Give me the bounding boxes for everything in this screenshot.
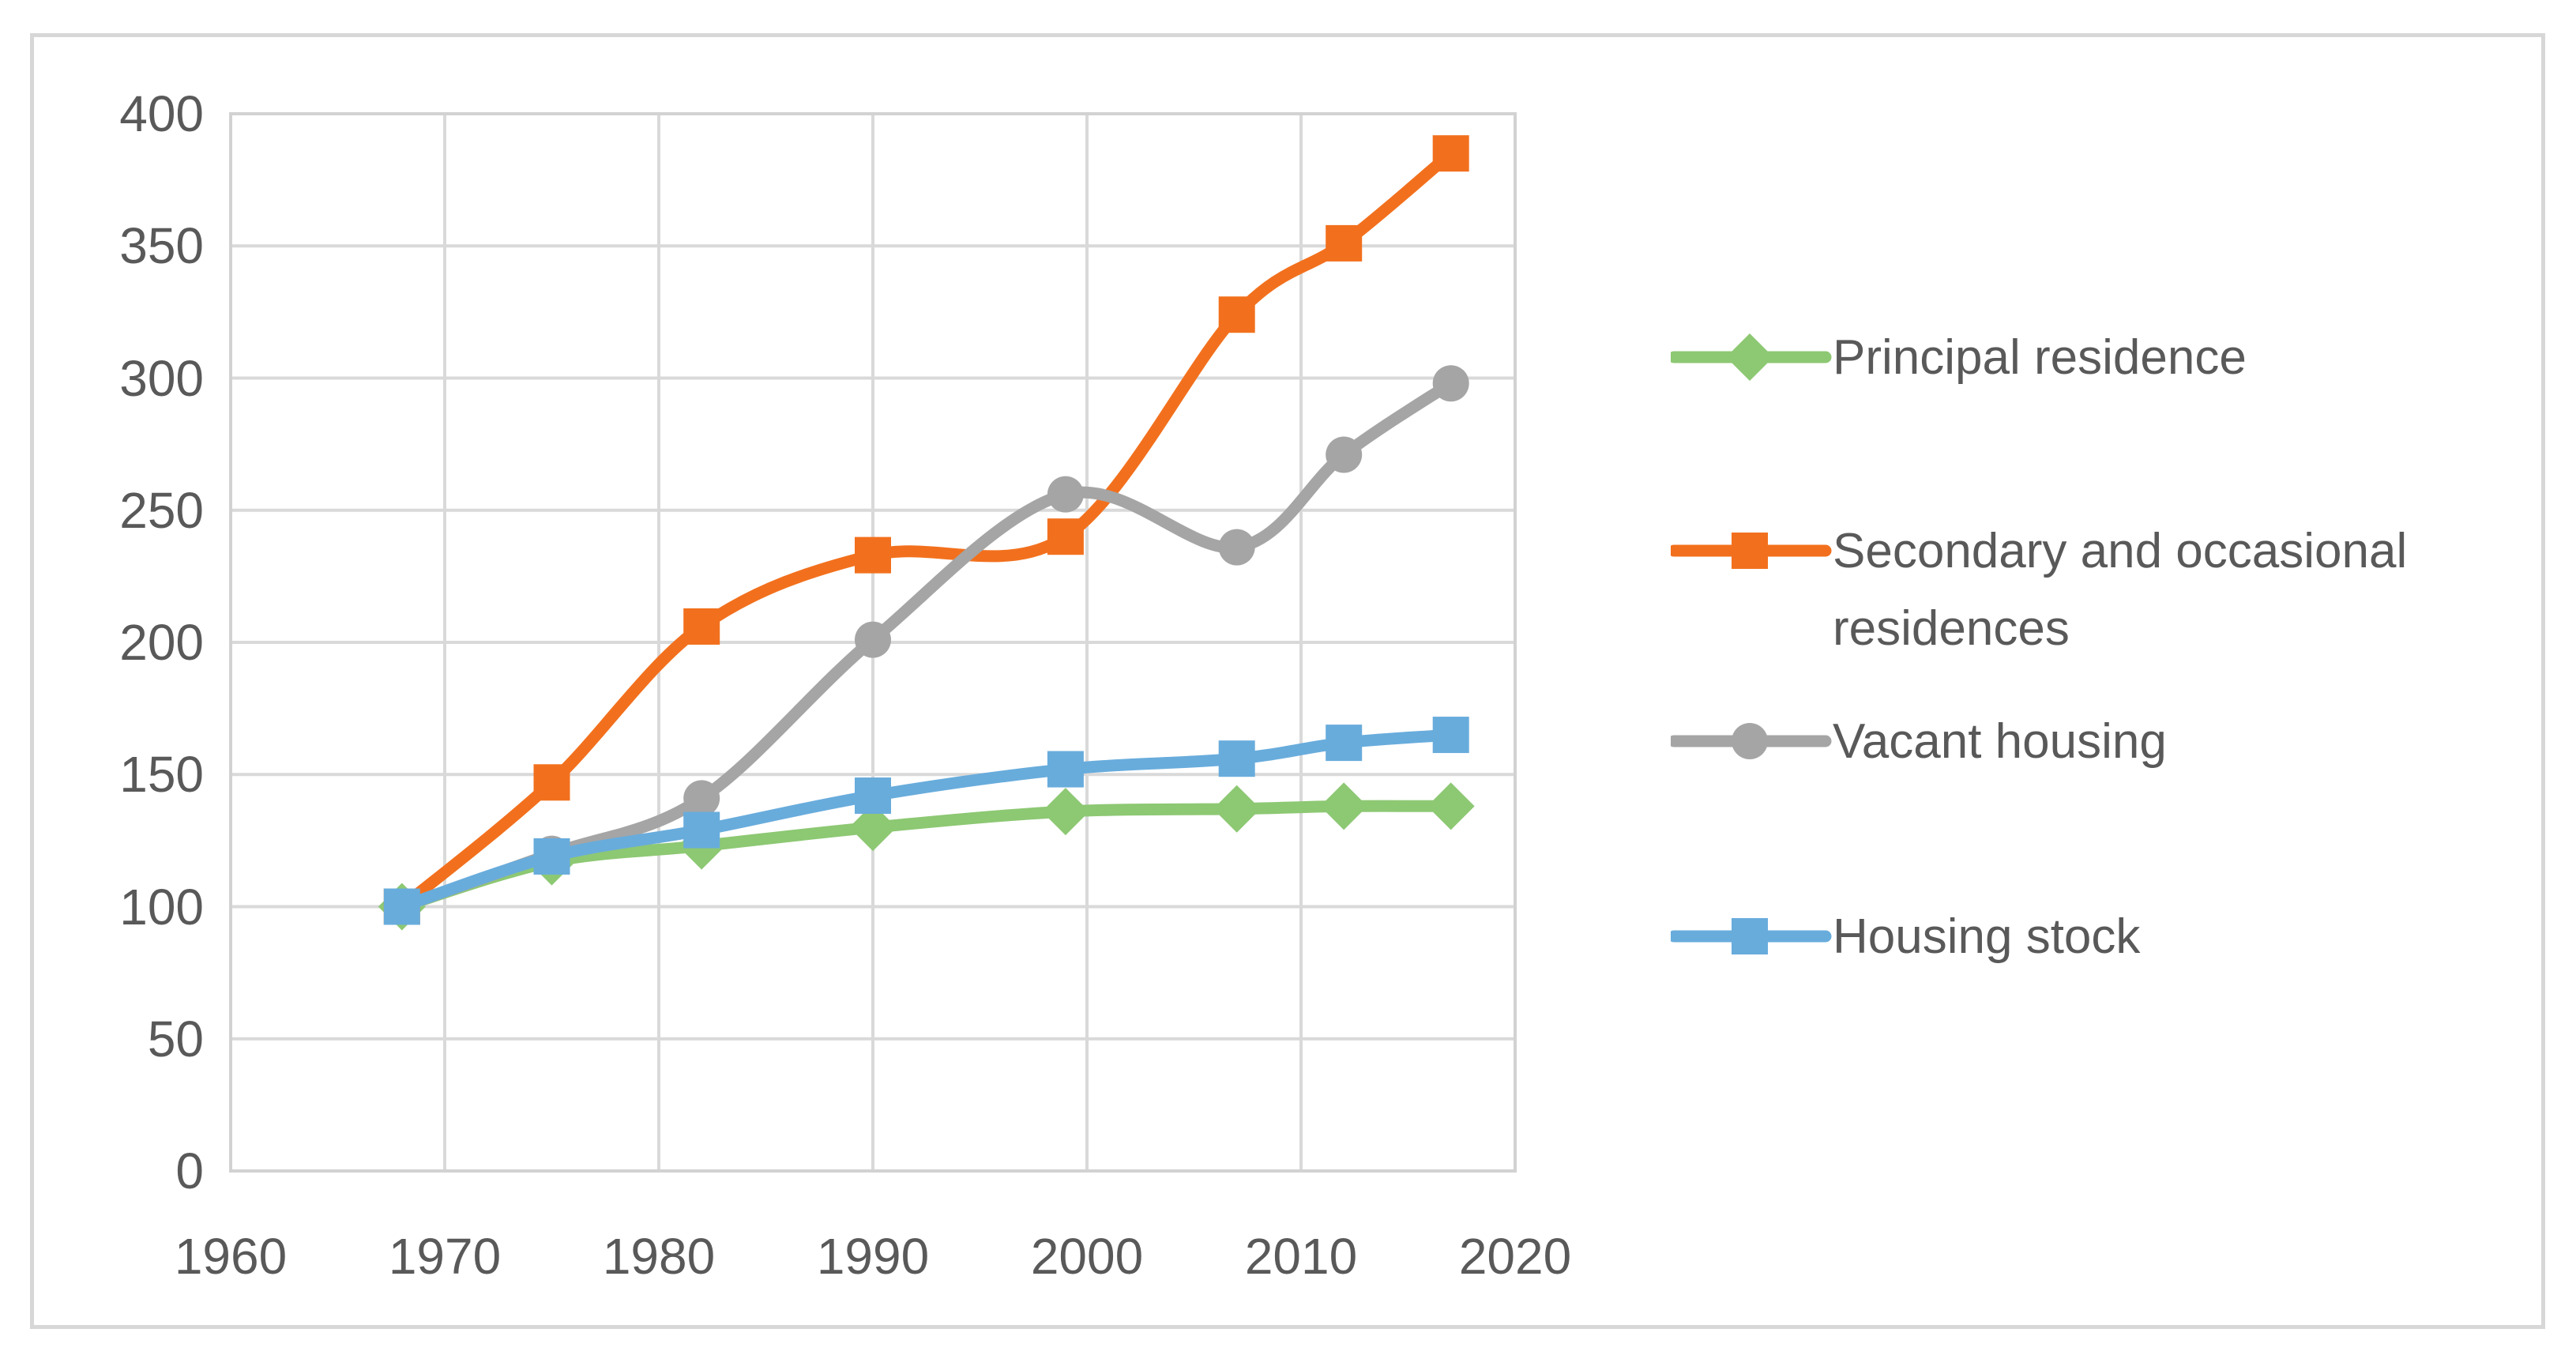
legend-circle-marker-icon	[1668, 703, 1833, 779]
gridlines	[229, 112, 1517, 1173]
y-tick-label: 400	[119, 85, 204, 142]
x-tick-label: 1990	[816, 1228, 930, 1285]
data-point-principal-residence	[1427, 782, 1475, 830]
data-point-housing-stock	[855, 777, 891, 815]
data-point-housing-stock	[683, 811, 720, 849]
legend-square-marker-icon	[1668, 898, 1833, 974]
legend-item-principal-residence: Principal residence	[1668, 319, 2544, 397]
x-tick-label: 1960	[174, 1228, 288, 1285]
x-tick-label: 2010	[1244, 1228, 1358, 1285]
data-point-secondary-and-occasional-residences	[1047, 518, 1084, 555]
legend-marker-shape	[1732, 918, 1768, 954]
y-tick-label: 250	[119, 481, 204, 539]
y-tick-label: 300	[119, 349, 204, 407]
data-point-housing-stock	[383, 888, 420, 925]
y-tick-label: 200	[119, 614, 204, 671]
data-point-secondary-and-occasional-residences	[1218, 296, 1255, 333]
x-tick-label: 1980	[602, 1228, 716, 1285]
legend-item-vacant-housing: Vacant housing	[1668, 703, 2544, 781]
data-point-vacant-housing	[1047, 476, 1084, 513]
data-point-principal-residence	[1213, 785, 1261, 833]
series-housing-stock	[383, 717, 1469, 925]
legend-marker-shape	[1732, 723, 1768, 759]
legend-marker-shape	[1726, 333, 1773, 381]
data-point-secondary-and-occasional-residences	[1326, 224, 1363, 262]
data-point-vacant-housing	[1218, 529, 1255, 566]
legend-label: Principal residence	[1833, 330, 2247, 385]
x-tick-label: 2020	[1458, 1228, 1572, 1285]
data-point-housing-stock	[533, 838, 570, 875]
data-point-secondary-and-occasional-residences	[855, 536, 891, 574]
plot-border	[229, 112, 1517, 1173]
legend-marker-shape	[1732, 533, 1768, 569]
data-point-secondary-and-occasional-residences	[533, 764, 570, 801]
legend-diamond-marker-icon	[1668, 319, 1833, 395]
data-point-principal-residence	[849, 804, 897, 852]
figure-border	[30, 33, 2545, 1329]
x-tick-label: 1970	[388, 1228, 502, 1285]
y-tick-label: 0	[175, 1143, 204, 1199]
data-point-secondary-and-occasional-residences	[1432, 135, 1469, 172]
data-point-secondary-and-occasional-residences	[683, 608, 720, 645]
legend-label: Housing stock	[1833, 909, 2141, 964]
y-tick-label: 100	[119, 878, 204, 935]
y-tick-label: 50	[147, 1010, 204, 1067]
legend-label: Vacant housing	[1833, 714, 2167, 769]
data-point-vacant-housing	[855, 621, 891, 658]
data-point-housing-stock	[1047, 751, 1084, 788]
legend-item-housing-stock: Housing stock	[1668, 898, 2544, 976]
legend-label: Secondary and occasional residences	[1833, 524, 2408, 656]
data-point-housing-stock	[1326, 725, 1363, 762]
legend-item-secondary-and-occasional-residences: Secondary and occasional residences	[1668, 513, 2544, 668]
y-tick-label: 150	[119, 746, 204, 804]
data-point-principal-residence	[1320, 782, 1368, 830]
y-tick-label: 350	[119, 217, 204, 275]
data-point-housing-stock	[1218, 740, 1255, 777]
data-point-housing-stock	[1432, 717, 1469, 754]
data-point-vacant-housing	[683, 780, 720, 817]
legend-square-marker-icon	[1668, 513, 1833, 589]
data-point-principal-residence	[1041, 788, 1089, 836]
data-point-vacant-housing	[1326, 436, 1363, 473]
data-point-vacant-housing	[1432, 365, 1469, 402]
x-tick-label: 2000	[1030, 1228, 1144, 1285]
